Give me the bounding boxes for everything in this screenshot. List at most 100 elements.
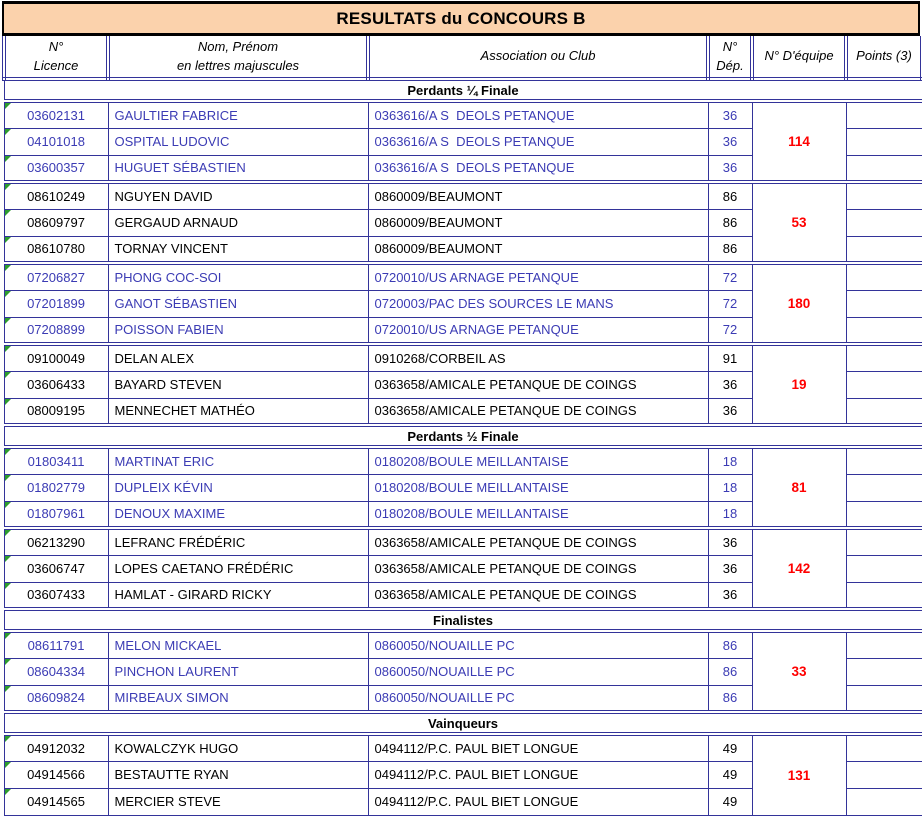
dep-cell: 91	[707, 342, 753, 372]
licence-number: 01802779	[27, 480, 85, 495]
excel-error-triangle-icon	[5, 129, 11, 135]
dep-cell: 72	[707, 289, 753, 318]
points-cell	[845, 760, 922, 789]
points-cell	[845, 684, 922, 713]
player-row: 08604334 PINCHON LAURENT 0860050/NOUAILLE …	[3, 657, 922, 686]
club-cell: 0363658/AMICALE PETANQUE DE COINGS	[367, 370, 709, 399]
licence-number: 08611791	[27, 637, 85, 653]
player-row: 03607433 HAMLAT - GIRARD RICKY 0363658/AMI…	[3, 581, 922, 610]
player-name-cell: LOPES CAETANO FRÉDÉRIC	[107, 554, 369, 583]
column-header-name: Nom, Prénom en lettres majuscules	[106, 36, 370, 81]
licence-cell: 08609824	[3, 684, 109, 713]
club-cell: 0720010/US ARNAGE PETANQUE	[367, 316, 709, 345]
licence-number: 08009195	[27, 403, 85, 419]
player-row: 09100049 DELAN ALEX 0910268/CORBEIL AS 91 19	[3, 342, 922, 426]
club-cell: 0860050/NOUAILLE PC	[367, 629, 709, 659]
club-cell: 0180208/BOULE MEILLANTAISE	[367, 473, 709, 502]
player-row: 03606433 BAYARD STEVEN 0363658/AMICALE PET…	[3, 370, 922, 399]
table-header: N° Licence Nom, Prénom en lettres majuscule…	[2, 36, 922, 81]
dep-cell: 36	[707, 526, 753, 556]
dep-cell: 86	[707, 657, 753, 686]
player-name-cell: DUPLEIX KÉVIN	[107, 473, 369, 502]
points-cell	[845, 787, 922, 816]
player-row: 08609824 MIRBEAUX SIMON 0860050/NOUAILLE P…	[3, 684, 922, 713]
dep-cell: 36	[707, 581, 753, 610]
club-cell: 0860009/BEAUMONT	[367, 235, 709, 264]
points-cell	[845, 581, 922, 610]
licence-cell: 04101018	[3, 127, 109, 156]
page-title: RESULTATS du CONCOURS B	[2, 1, 920, 36]
team-number-cell: 53	[751, 180, 847, 264]
player-row: 07206827 PHONG COC-SOI 0720010/US ARNAGE P…	[3, 261, 922, 345]
team-number-cell: 81	[751, 445, 847, 529]
dep-cell: 36	[707, 154, 753, 183]
points-cell	[845, 370, 922, 399]
team-number-cell: 114	[751, 99, 847, 183]
excel-error-triangle-icon	[5, 532, 11, 536]
excel-error-triangle-icon	[5, 475, 11, 481]
club-cell: 0363658/AMICALE PETANQUE DE COINGS	[367, 554, 709, 583]
player-row: 01807961 DENOUX MAXIME 0180208/BOULE MEILL…	[3, 500, 922, 529]
points-cell	[845, 99, 922, 129]
licence-cell: 03606433	[3, 370, 109, 399]
excel-error-triangle-icon	[5, 583, 11, 589]
licence-number: 01807961	[27, 506, 85, 522]
column-header-line: Nom, Prénom	[197, 38, 279, 54]
player-name-cell: OSPITAL LUDOVIC	[107, 127, 369, 156]
licence-number: 04914565	[27, 794, 85, 809]
club-cell: 0494112/P.C. PAUL BIET LONGUE	[367, 760, 709, 789]
column-header-licence: N° Licence	[2, 36, 110, 81]
section-header-row: Perdants ½ Finale	[3, 423, 922, 449]
section-header-row: Vainqueurs	[3, 710, 922, 736]
player-name-cell: LEFRANC FRÉDÉRIC	[107, 526, 369, 556]
points-cell	[845, 473, 922, 502]
player-row: 04914565 MERCIER STEVE 0494112/P.C. PAUL B…	[3, 787, 922, 816]
points-cell	[845, 397, 922, 426]
player-name-cell: MERCIER STEVE	[107, 787, 369, 816]
excel-error-triangle-icon	[5, 156, 11, 162]
team-number-cell: 180	[751, 261, 847, 345]
points-cell	[845, 445, 922, 475]
licence-number: 03606433	[27, 377, 85, 392]
points-cell	[845, 316, 922, 345]
player-name-cell: HAMLAT - GIRARD RICKY	[107, 581, 369, 610]
excel-error-triangle-icon	[5, 348, 11, 352]
licence-cell: 09100049	[3, 342, 109, 372]
points-cell	[845, 657, 922, 686]
column-header-club: Association ou Club	[366, 36, 710, 81]
excel-error-triangle-icon	[5, 105, 11, 109]
points-cell	[845, 342, 922, 372]
club-cell: 0363616/A S DEOLS PETANQUE	[367, 154, 709, 183]
licence-number: 09100049	[27, 350, 85, 366]
column-header-dep: N° Dép.	[706, 36, 754, 81]
dep-cell: 86	[707, 208, 753, 237]
club-cell: 0860050/NOUAILLE PC	[367, 657, 709, 686]
licence-number: 08610249	[27, 188, 85, 204]
dep-cell: 49	[707, 787, 753, 816]
excel-error-triangle-icon	[5, 399, 11, 405]
player-row: 08611791 MELON MICKAEL 0860050/NOUAILLE PC…	[3, 629, 922, 713]
player-row: 03602131 GAULTIER FABRICE 0363616/A S DEOL…	[3, 99, 922, 183]
club-cell: 0363658/AMICALE PETANQUE DE COINGS	[367, 581, 709, 610]
player-name-cell: MELON MICKAEL	[107, 629, 369, 659]
player-name-cell: MIRBEAUX SIMON	[107, 684, 369, 713]
player-name-cell: MENNECHET MATHÉO	[107, 397, 369, 426]
licence-number: 01803411	[27, 453, 85, 469]
section-header-label: Finalistes	[3, 607, 922, 633]
licence-number: 03607433	[27, 587, 85, 603]
column-header-line: N° D'équipe	[764, 48, 834, 64]
excel-error-triangle-icon	[5, 502, 11, 508]
points-cell	[845, 208, 922, 237]
section-header-row: Finalistes	[3, 607, 922, 633]
licence-cell: 08610249	[3, 180, 109, 210]
points-cell	[845, 732, 922, 762]
points-cell	[845, 261, 922, 291]
player-row: 04914566 BESTAUTTE RYAN 0494112/P.C. PAUL …	[3, 760, 922, 789]
licence-cell: 03606747	[3, 554, 109, 583]
player-name-cell: DELAN ALEX	[107, 342, 369, 372]
club-cell: 0860050/NOUAILLE PC	[367, 684, 709, 713]
excel-error-triangle-icon	[5, 556, 11, 562]
excel-error-triangle-icon	[5, 267, 11, 271]
club-cell: 0180208/BOULE MEILLANTAISE	[367, 445, 709, 475]
excel-error-triangle-icon	[5, 210, 11, 216]
